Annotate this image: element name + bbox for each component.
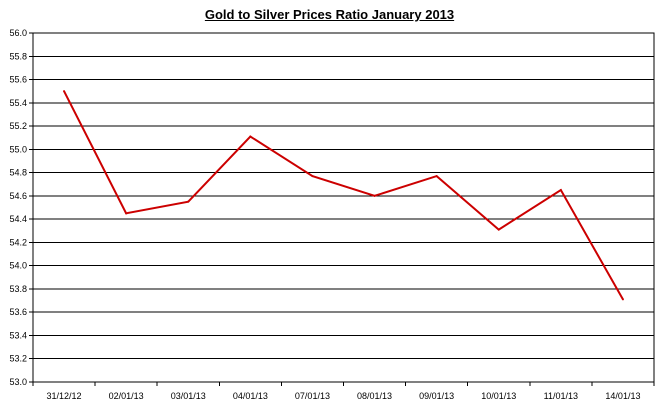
y-tick-label: 55.6 xyxy=(9,75,27,85)
x-tick-label: 31/12/12 xyxy=(47,391,82,401)
y-tick-label: 53.4 xyxy=(9,330,27,340)
y-tick-label: 53.8 xyxy=(9,284,27,294)
chart-title: Gold to Silver Prices Ratio January 2013 xyxy=(204,7,455,22)
data-point xyxy=(373,194,376,197)
y-tick-label: 54.2 xyxy=(9,237,27,247)
y-tick-label: 55.0 xyxy=(9,144,27,154)
y-tick-label: 53.2 xyxy=(9,354,27,364)
plot-border xyxy=(32,32,655,383)
x-tick-label: 09/01/13 xyxy=(419,391,454,401)
x-tick-label: 02/01/13 xyxy=(109,391,144,401)
data-point xyxy=(559,189,562,192)
y-tick-label: 55.8 xyxy=(9,51,27,61)
x-tick-label: 11/01/13 xyxy=(544,391,578,401)
x-tick-label: 08/01/13 xyxy=(357,391,392,401)
y-tick-label: 53.0 xyxy=(9,377,27,387)
data-point xyxy=(435,175,438,178)
x-tick-label: 03/01/13 xyxy=(171,391,206,401)
y-tick-label: 53.6 xyxy=(9,307,27,317)
x-tick-label: 10/01/13 xyxy=(481,391,516,401)
data-point xyxy=(311,175,314,178)
y-tick-label: 54.0 xyxy=(9,261,27,271)
data-point xyxy=(187,200,190,203)
series-line xyxy=(63,90,624,300)
x-tick-label: 14/01/13 xyxy=(605,391,640,401)
x-tick-label: 07/01/13 xyxy=(295,391,330,401)
y-tick-label: 54.6 xyxy=(9,191,27,201)
y-tick-label: 55.2 xyxy=(9,121,27,131)
y-tick-label: 56.0 xyxy=(9,28,27,38)
data-point xyxy=(125,212,128,215)
data-point xyxy=(621,298,624,301)
data-point xyxy=(497,228,500,231)
data-point xyxy=(63,90,66,93)
data-point xyxy=(249,135,252,138)
x-tick-label: 04/01/13 xyxy=(233,391,268,401)
y-tick-label: 55.4 xyxy=(9,98,27,108)
y-tick-label: 54.4 xyxy=(9,214,27,224)
y-tick-label: 54.8 xyxy=(9,168,27,178)
